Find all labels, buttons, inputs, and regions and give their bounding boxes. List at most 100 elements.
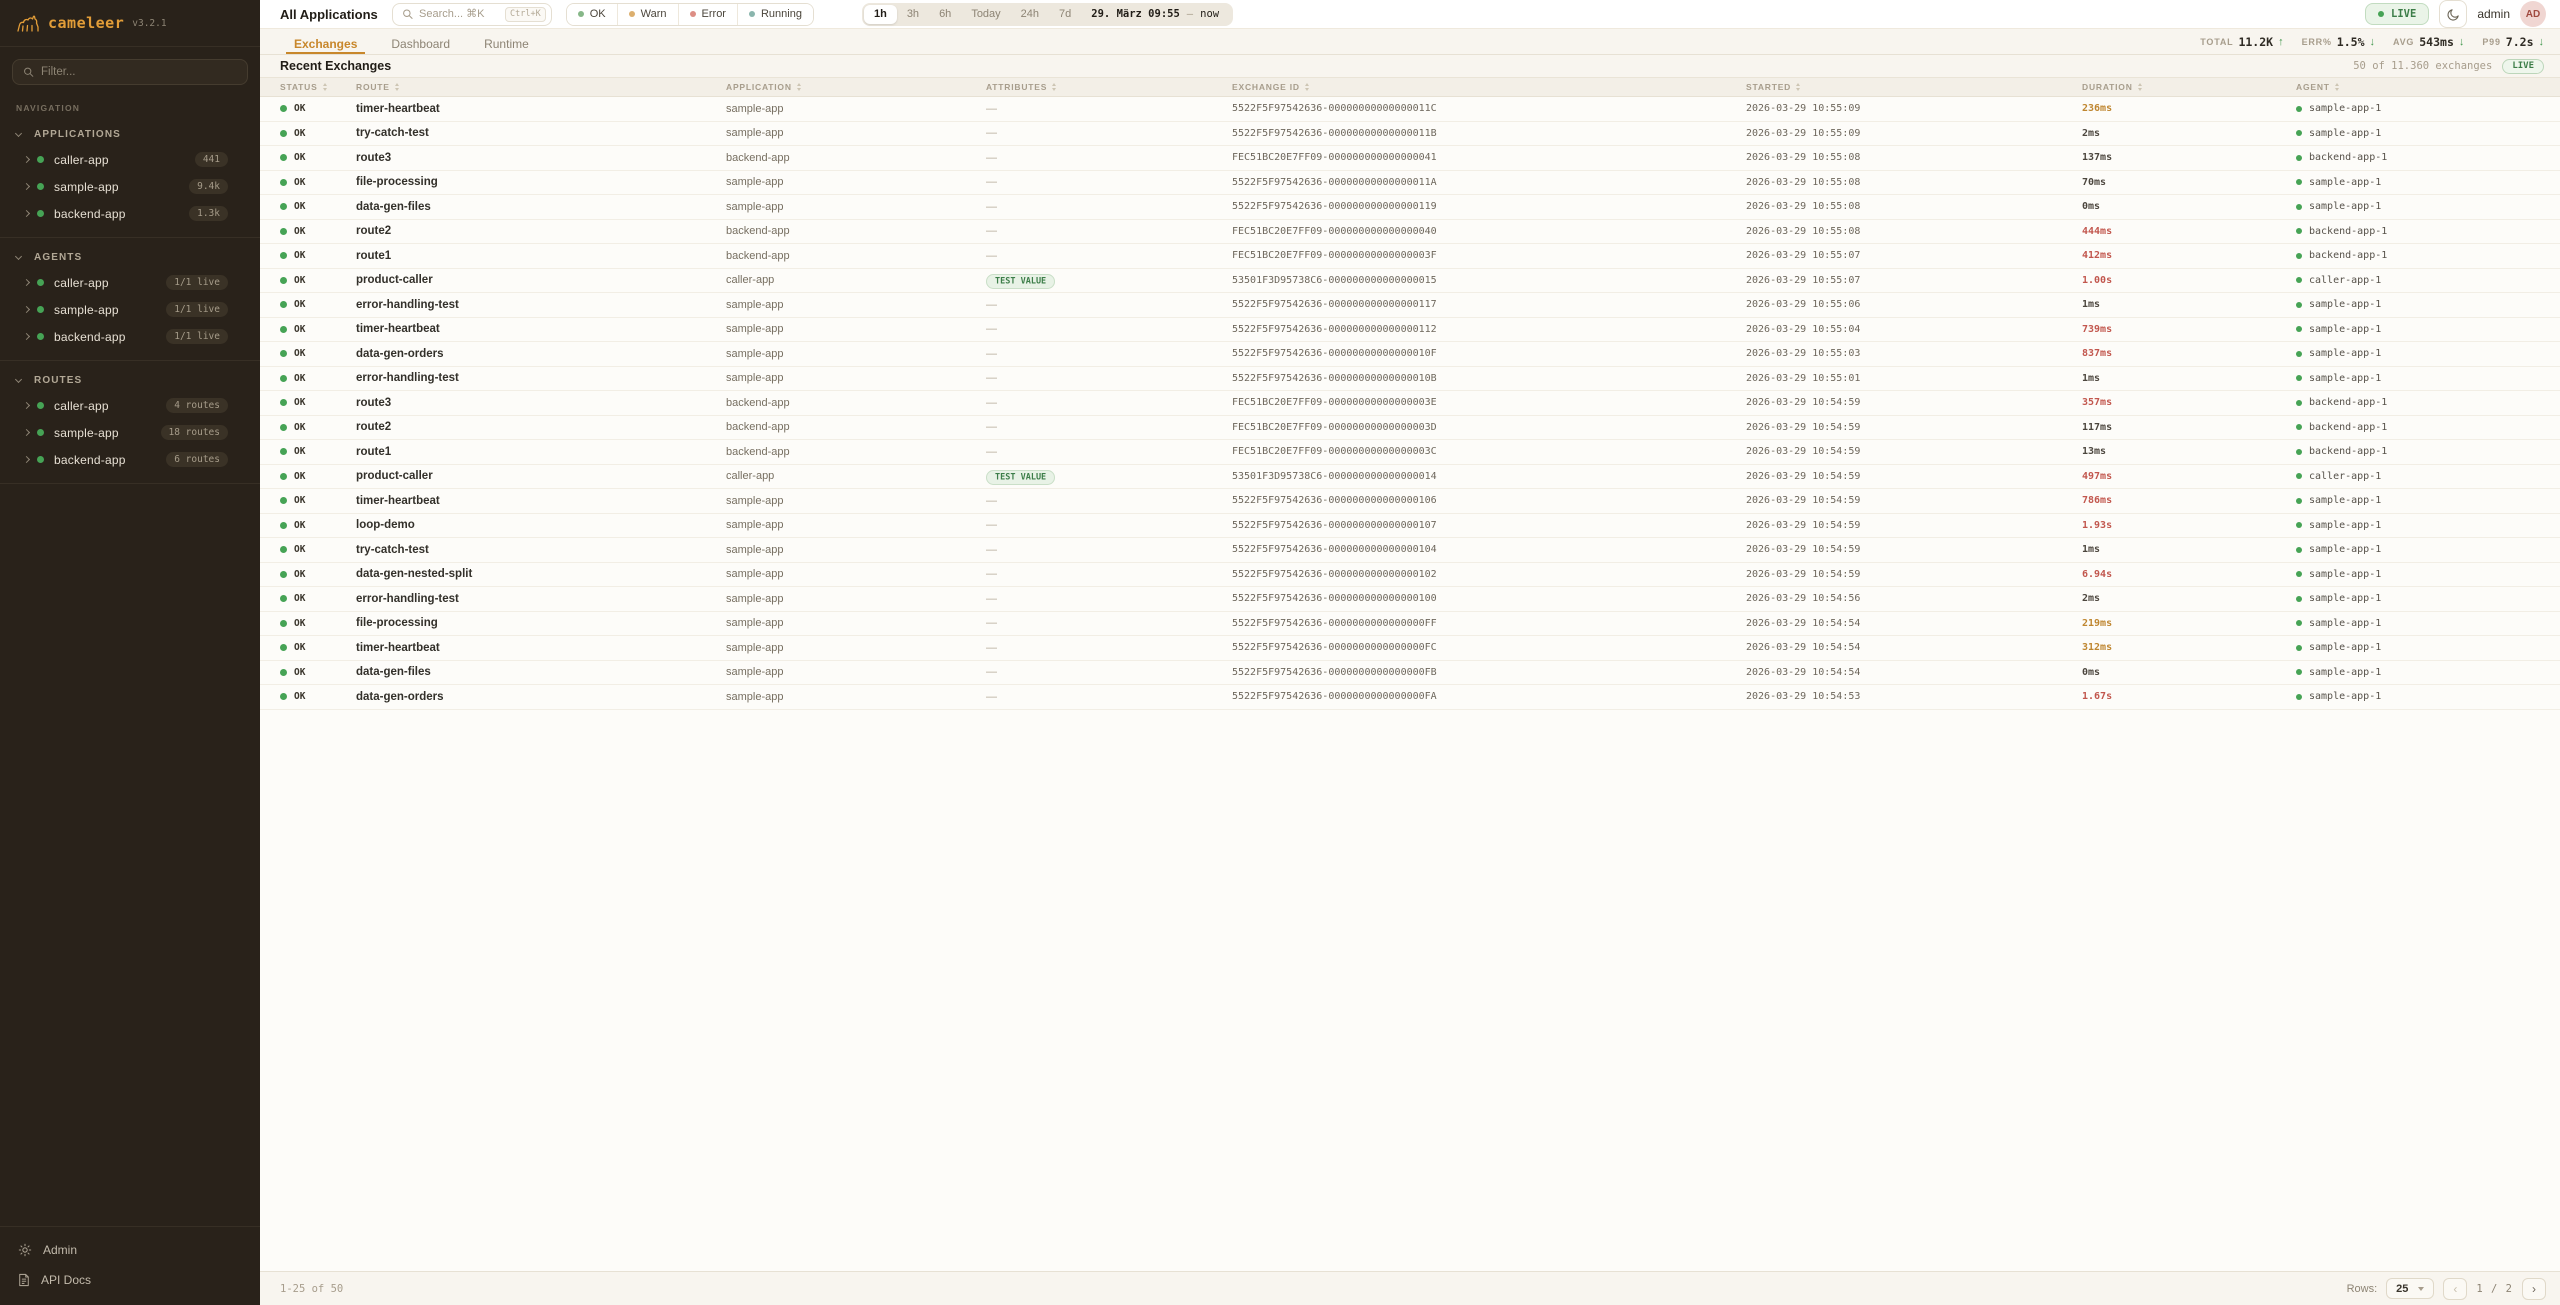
status-dot: [280, 472, 287, 480]
attributes-cell: —: [986, 690, 997, 703]
table-row[interactable]: OK error-handling-test sample-app — 5522F5F9…: [260, 366, 2560, 391]
table-row[interactable]: OK timer-heartbeat sample-app — 5522F5F97542…: [260, 636, 2560, 661]
next-page-button[interactable]: ›: [2522, 1277, 2546, 1300]
app-logo[interactable]: cameleer v3.2.1: [0, 0, 260, 47]
search-input[interactable]: Ctrl+K: [391, 2, 552, 26]
table-row[interactable]: OK timer-heartbeat sample-app — 5522F5F97542…: [260, 97, 2560, 122]
status-label: OK: [294, 593, 306, 605]
table-row[interactable]: OK product-caller caller-app TEST VALUE 5350…: [260, 464, 2560, 489]
status-cell: OK: [280, 103, 356, 114]
search-field[interactable]: [419, 8, 500, 20]
prev-page-button[interactable]: ‹: [2443, 1277, 2468, 1300]
footer: 1-25 of 50 Rows: 25 ‹ 1 / 2 ›: [260, 1271, 2560, 1305]
status-dot: [37, 183, 44, 190]
route-cell: data-gen-files: [356, 666, 431, 679]
agent-cell: backend-app-1: [2296, 397, 2560, 408]
sidebar-item-badge: 6 routes: [166, 452, 228, 467]
table-row[interactable]: OK product-caller caller-app TEST VALUE 5350…: [260, 268, 2560, 293]
column-header-agent[interactable]: AGENT: [2296, 82, 2560, 92]
theme-toggle-button[interactable]: [2439, 0, 2468, 28]
section-label: AGENTS: [34, 252, 83, 263]
status-cell: OK: [280, 226, 356, 237]
sidebar-item-routes-backend-app[interactable]: backend-app 6 routes: [0, 446, 260, 473]
status-filter-ok[interactable]: OK: [566, 3, 618, 25]
attributes-cell: —: [986, 568, 997, 581]
table-row[interactable]: OK try-catch-test sample-app — 5522F5F975426…: [260, 121, 2560, 146]
status-dot: [280, 276, 287, 284]
column-header-duration[interactable]: DURATION: [2082, 82, 2296, 92]
sidebar-section-header-applications[interactable]: APPLICATIONS: [0, 123, 260, 146]
status-dot: [280, 619, 287, 627]
table-row[interactable]: OK data-gen-nested-split sample-app — 5522F5…: [260, 562, 2560, 587]
table-row[interactable]: OK error-handling-test sample-app — 5522F5F9…: [260, 587, 2560, 612]
time-range-6h[interactable]: 6h: [929, 5, 961, 24]
sidebar-item-applications-sample-app[interactable]: sample-app 9.4k: [0, 173, 260, 200]
status-label: OK: [294, 225, 306, 237]
status-filter-running[interactable]: Running: [737, 3, 813, 25]
status-dot: [280, 644, 287, 652]
column-header-route[interactable]: ROUTE: [356, 82, 726, 92]
status-filter-warn[interactable]: Warn: [617, 3, 679, 25]
started-cell: 2026-03-29 10:54:59: [1746, 421, 1861, 433]
sidebar-item-agents-sample-app[interactable]: sample-app 1/1 live: [0, 296, 260, 323]
sidebar-section-header-routes[interactable]: ROUTES: [0, 369, 260, 392]
table-row[interactable]: OK data-gen-files sample-app — 5522F5F975426…: [260, 195, 2560, 220]
table-row[interactable]: OK try-catch-test sample-app — 5522F5F975426…: [260, 538, 2560, 563]
time-range-1h[interactable]: 1h: [863, 4, 897, 24]
sidebar-item-routes-sample-app[interactable]: sample-app 18 routes: [0, 419, 260, 446]
sidebar-item-admin[interactable]: Admin: [0, 1235, 260, 1265]
tab-exchanges[interactable]: Exchanges: [280, 29, 371, 54]
table-row[interactable]: OK route2 backend-app — FEC51BC20E7FF09-0000…: [260, 415, 2560, 440]
table-row[interactable]: OK timer-heartbeat sample-app — 5522F5F97542…: [260, 317, 2560, 342]
attributes-cell: —: [986, 225, 997, 238]
table-row[interactable]: OK data-gen-orders sample-app — 5522F5F97542…: [260, 685, 2560, 710]
table-row[interactable]: OK data-gen-files sample-app — 5522F5F975426…: [260, 660, 2560, 685]
sidebar-section-header-agents[interactable]: AGENTS: [0, 246, 260, 269]
time-range-24h[interactable]: 24h: [1011, 5, 1049, 24]
route-cell: error-handling-test: [356, 592, 459, 605]
table-row[interactable]: OK loop-demo sample-app — 5522F5F97542636-00…: [260, 513, 2560, 538]
application-cell: sample-app: [726, 519, 784, 532]
live-toggle-button[interactable]: LIVE: [2365, 3, 2430, 25]
table-row[interactable]: OK timer-heartbeat sample-app — 5522F5F97542…: [260, 489, 2560, 514]
status-cell: OK: [280, 520, 356, 531]
sidebar-item-applications-backend-app[interactable]: backend-app 1.3k: [0, 200, 260, 227]
column-header-status[interactable]: STATUS: [280, 82, 356, 92]
sidebar-item-routes-caller-app[interactable]: caller-app 4 routes: [0, 392, 260, 419]
sidebar-item-api-docs[interactable]: API Docs: [0, 1265, 260, 1295]
exchange-id-cell: 5522F5F97542636-000000000000000106: [1232, 495, 1437, 507]
table-row[interactable]: OK error-handling-test sample-app — 5522F5F9…: [260, 293, 2560, 318]
table-row[interactable]: OK file-processing sample-app — 5522F5F97542…: [260, 170, 2560, 195]
tab-dashboard[interactable]: Dashboard: [377, 29, 464, 54]
table-row[interactable]: OK data-gen-orders sample-app — 5522F5F97542…: [260, 342, 2560, 367]
sidebar-filter-input[interactable]: [12, 59, 248, 85]
column-header-attributes[interactable]: ATTRIBUTES: [986, 82, 1232, 92]
table-row[interactable]: OK route2 backend-app — FEC51BC20E7FF09-0000…: [260, 219, 2560, 244]
table-row[interactable]: OK file-processing sample-app — 5522F5F97542…: [260, 611, 2560, 636]
table-row[interactable]: OK route3 backend-app — FEC51BC20E7FF09-0000…: [260, 391, 2560, 416]
column-header-application[interactable]: APPLICATION: [726, 82, 986, 92]
tab-runtime[interactable]: Runtime: [470, 29, 543, 54]
time-range-3h[interactable]: 3h: [897, 5, 929, 24]
date-range-picker[interactable]: 29. März 09:55– now: [1081, 8, 1231, 20]
table-row[interactable]: OK route1 backend-app — FEC51BC20E7FF09-0000…: [260, 244, 2560, 269]
application-cell: backend-app: [726, 151, 790, 164]
started-cell: 2026-03-29 10:55:03: [1746, 348, 1861, 360]
sidebar-item-applications-caller-app[interactable]: caller-app 441: [0, 146, 260, 173]
rows-per-page-select[interactable]: 25: [2386, 1278, 2435, 1299]
table-row[interactable]: OK route3 backend-app — FEC51BC20E7FF09-0000…: [260, 146, 2560, 171]
route-cell: route2: [356, 225, 392, 238]
time-range-7d[interactable]: 7d: [1049, 5, 1081, 24]
sidebar-item-agents-caller-app[interactable]: caller-app 1/1 live: [0, 269, 260, 296]
table-row[interactable]: OK route1 backend-app — FEC51BC20E7FF09-0000…: [260, 440, 2560, 465]
status-filter-error[interactable]: Error: [678, 3, 738, 25]
time-range-today[interactable]: Today: [961, 5, 1010, 24]
moon-icon: [2447, 8, 2459, 21]
chevron-right-icon: [22, 455, 31, 464]
column-header-started[interactable]: STARTED: [1746, 82, 2082, 92]
sidebar-item-agents-backend-app[interactable]: backend-app 1/1 live: [0, 323, 260, 350]
column-header-exchange-id[interactable]: EXCHANGE ID: [1232, 82, 1746, 92]
avatar[interactable]: AD: [2520, 1, 2546, 27]
sidebar-item-label: sample-app: [54, 302, 119, 317]
sidebar-filter-field[interactable]: [40, 66, 237, 78]
